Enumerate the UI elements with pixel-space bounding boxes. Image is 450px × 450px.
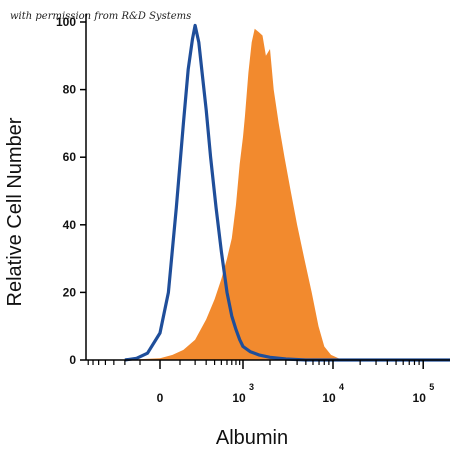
x-tick-label: 0 [157,391,164,405]
y-tick-label: 0 [69,353,76,367]
watermark-text: with permission from R&D Systems [10,11,191,22]
x-tick-label: 10 [322,391,336,405]
y-tick-label: 40 [63,218,77,232]
x-tick-exponent: 5 [429,382,434,392]
y-tick-label: 60 [63,150,77,164]
plot-area [122,23,450,362]
y-tick-label: 100 [56,15,76,29]
y-tick-label: 80 [63,83,77,97]
x-tick-exponent: 4 [339,382,344,392]
x-tick-label: 10 [232,391,246,405]
y-tick-label: 20 [63,285,77,299]
series-0-outline-histogram [124,23,450,362]
series-1-filled-histogram [122,28,349,361]
x-tick-label: 10 [413,391,427,405]
x-axis-title: Albumin [216,427,288,449]
y-axis-title: Relative Cell Number [4,117,26,306]
x-tick-exponent: 3 [249,382,254,392]
